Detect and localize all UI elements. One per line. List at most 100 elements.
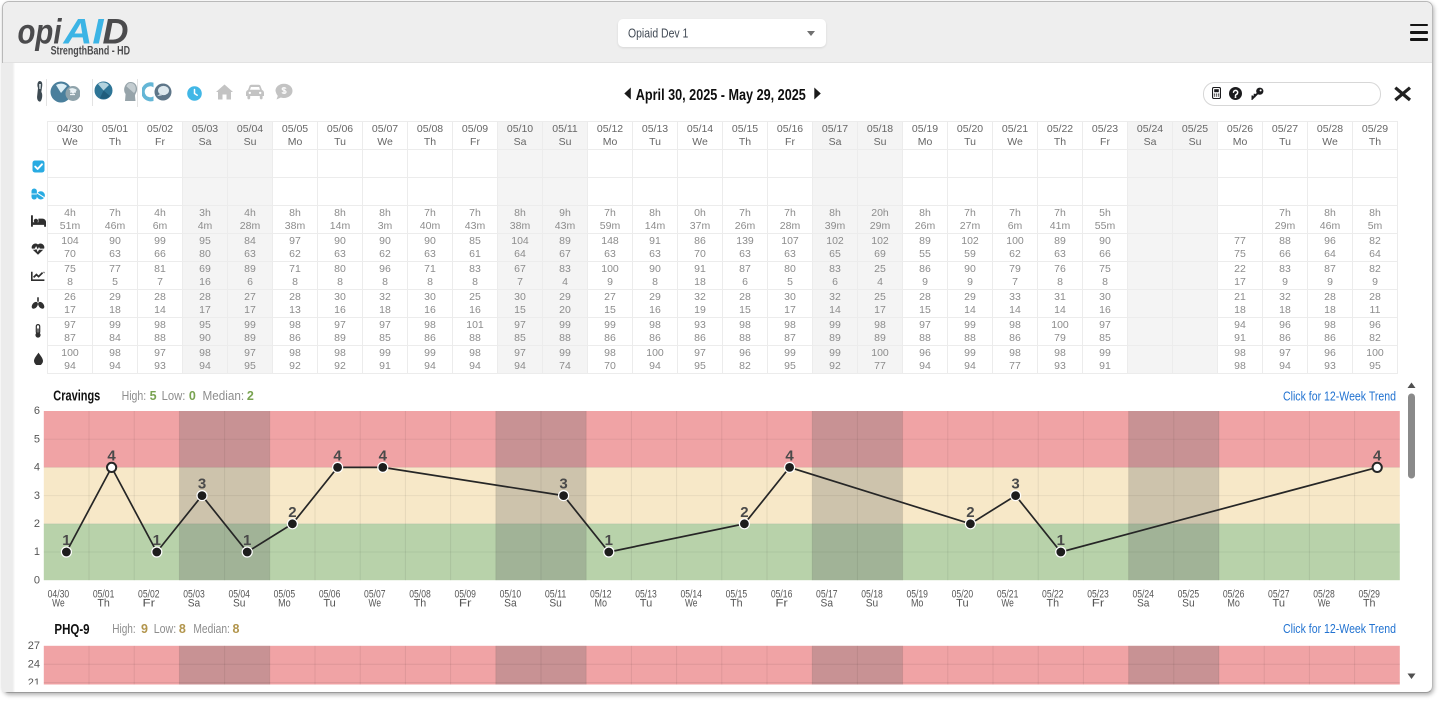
svg-text:Low:: Low: (162, 389, 186, 403)
svg-text:05/22: 05/22 (1042, 588, 1064, 600)
svg-text:Mo: Mo (278, 598, 291, 610)
svg-text:05/14: 05/14 (680, 588, 702, 600)
svg-text:1: 1 (1057, 532, 1065, 549)
svg-text:4: 4 (785, 447, 794, 464)
svg-text:Tu: Tu (1273, 598, 1286, 610)
svg-text:We: We (1001, 598, 1014, 610)
svg-text:Mo: Mo (911, 598, 924, 610)
svg-text:Low:: Low: (154, 622, 177, 636)
svg-text:Su: Su (866, 598, 879, 610)
svg-text:Mo: Mo (1227, 598, 1240, 610)
svg-text:05/24: 05/24 (1132, 588, 1154, 600)
svg-text:05/06: 05/06 (319, 588, 341, 600)
svg-text:05/28: 05/28 (1313, 588, 1335, 600)
svg-text:We: We (52, 598, 65, 610)
svg-text:05/04: 05/04 (228, 588, 250, 600)
svg-text:opiAID: opiAID (18, 12, 129, 52)
svg-text:Tu: Tu (323, 598, 336, 610)
svg-text:StrengthBand - HD: StrengthBand - HD (51, 43, 130, 57)
svg-text:Th: Th (414, 598, 427, 610)
svg-text:PHQ-9: PHQ-9 (54, 621, 89, 638)
svg-text:05/05: 05/05 (274, 588, 296, 600)
svg-text:21: 21 (28, 677, 40, 689)
svg-text:6: 6 (34, 405, 40, 417)
svg-text:April 30, 2025 - May 29, 2025: April 30, 2025 - May 29, 2025 (636, 87, 806, 104)
svg-text:Th: Th (97, 598, 110, 610)
svg-text:2: 2 (34, 518, 40, 530)
svg-text:05/10: 05/10 (500, 588, 522, 600)
svg-text:05/29: 05/29 (1358, 588, 1380, 600)
svg-text:Sa: Sa (188, 598, 201, 610)
svg-text:Median:: Median: (193, 622, 230, 636)
svg-text:4: 4 (107, 447, 116, 464)
svg-text:Tu: Tu (956, 598, 969, 610)
svg-text:05/01: 05/01 (93, 588, 115, 600)
svg-text:3: 3 (34, 490, 40, 502)
svg-text:We: We (1318, 598, 1331, 610)
svg-text:05/02: 05/02 (138, 588, 160, 600)
svg-text:Tu: Tu (640, 598, 653, 610)
svg-text:5: 5 (150, 389, 157, 403)
svg-text:Su: Su (233, 598, 246, 610)
svg-text:05/25: 05/25 (1178, 588, 1200, 600)
svg-text:05/11: 05/11 (545, 588, 567, 600)
svg-text:2: 2 (288, 504, 296, 521)
svg-text:Fr: Fr (459, 598, 472, 610)
svg-text:05/08: 05/08 (409, 588, 431, 600)
svg-text:05/27: 05/27 (1268, 588, 1290, 600)
svg-text:3: 3 (559, 476, 567, 493)
svg-text:2: 2 (966, 504, 974, 521)
svg-text:Sa: Sa (504, 598, 517, 610)
svg-text:9: 9 (141, 622, 148, 636)
svg-text:Th: Th (1363, 598, 1376, 610)
svg-text:5: 5 (34, 433, 40, 445)
svg-text:High:: High: (112, 622, 136, 636)
svg-text:05/26: 05/26 (1223, 588, 1245, 600)
svg-text:3: 3 (1011, 476, 1019, 493)
svg-text:05/13: 05/13 (635, 588, 657, 600)
svg-text:Th: Th (1047, 598, 1060, 610)
svg-text:05/09: 05/09 (454, 588, 476, 600)
svg-text:05/12: 05/12 (590, 588, 612, 600)
svg-text:04/30: 04/30 (48, 588, 70, 600)
svg-text:We: We (369, 598, 382, 610)
svg-text:4: 4 (1373, 447, 1382, 464)
svg-text:05/16: 05/16 (771, 588, 793, 600)
svg-text:4: 4 (34, 462, 40, 474)
svg-text:1: 1 (62, 532, 70, 549)
svg-text:05/03: 05/03 (183, 588, 205, 600)
svg-text:Median:: Median: (203, 389, 245, 403)
svg-text:Cravings: Cravings (53, 389, 100, 405)
svg-text:3: 3 (198, 476, 206, 493)
svg-text:05/07: 05/07 (364, 588, 386, 600)
svg-text:05/15: 05/15 (726, 588, 748, 600)
svg-text:05/19: 05/19 (906, 588, 928, 600)
svg-text:24: 24 (28, 658, 40, 670)
svg-text:1: 1 (605, 532, 613, 549)
svg-text:0: 0 (34, 574, 40, 586)
svg-text:Click for 12-Week Trend: Click for 12-Week Trend (1283, 621, 1396, 636)
svg-text:Click for 12-Week Trend: Click for 12-Week Trend (1283, 389, 1396, 404)
svg-text:Su: Su (549, 598, 562, 610)
svg-text:Mo: Mo (595, 598, 608, 610)
svg-text:05/23: 05/23 (1087, 588, 1109, 600)
svg-text:05/18: 05/18 (861, 588, 883, 600)
svg-text:05/17: 05/17 (816, 588, 838, 600)
svg-text:2: 2 (740, 504, 748, 521)
svg-text:Fr: Fr (775, 598, 788, 610)
svg-text:0: 0 (189, 389, 196, 403)
svg-text:We: We (685, 598, 698, 610)
svg-text:27: 27 (28, 640, 40, 652)
svg-text:Sa: Sa (821, 598, 834, 610)
svg-text:4: 4 (333, 447, 342, 464)
svg-text:Opiaid Dev 1: Opiaid Dev 1 (628, 25, 688, 40)
svg-text:4: 4 (379, 447, 388, 464)
svg-text:05/20: 05/20 (952, 588, 974, 600)
svg-text:8: 8 (179, 622, 186, 636)
svg-text:05/21: 05/21 (997, 588, 1019, 600)
svg-text:2: 2 (247, 389, 254, 403)
svg-text:Fr: Fr (1092, 598, 1105, 610)
svg-text:Fr: Fr (143, 598, 156, 610)
svg-text:Th: Th (730, 598, 743, 610)
svg-text:1: 1 (34, 546, 40, 558)
